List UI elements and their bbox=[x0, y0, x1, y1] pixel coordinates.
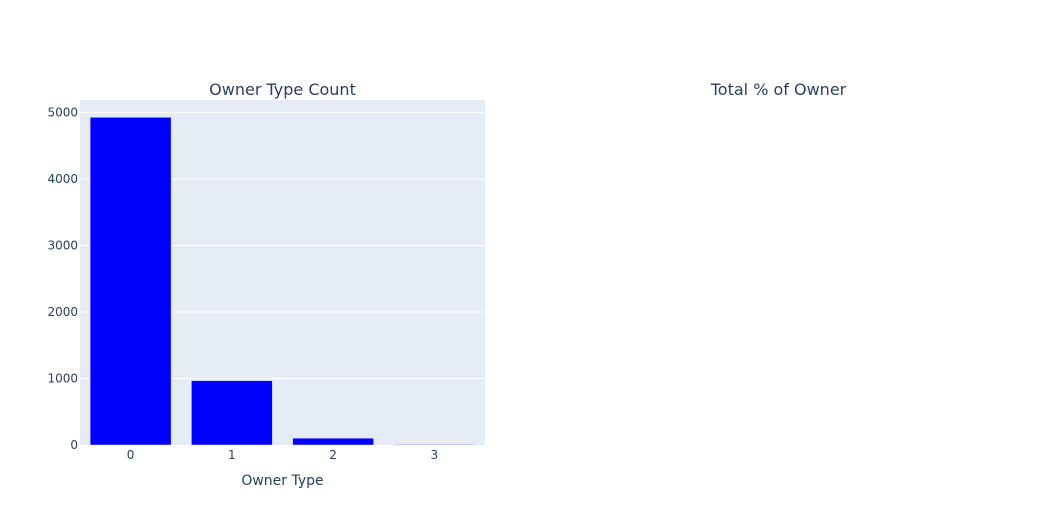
bar-owner-type-2[interactable] bbox=[292, 437, 374, 446]
bars bbox=[89, 117, 476, 446]
x-axis-title: Owner Type bbox=[241, 473, 323, 489]
y-tick-label: 0 bbox=[70, 438, 78, 452]
bar-owner-type-3[interactable] bbox=[393, 444, 476, 446]
x-tick-labels: 0 1 2 3 bbox=[127, 448, 438, 462]
bar-owner-type-1[interactable] bbox=[191, 380, 273, 446]
y-tick-label: 5000 bbox=[47, 106, 78, 120]
x-tick-label: 2 bbox=[329, 448, 337, 462]
y-tick-label: 1000 bbox=[47, 372, 78, 386]
y-tick-label: 3000 bbox=[47, 239, 78, 253]
x-tick-label: 0 bbox=[127, 448, 135, 462]
bar-owner-type-0[interactable] bbox=[89, 117, 172, 446]
y-tick-label: 2000 bbox=[47, 305, 78, 319]
pie-chart-title: Total % of Owner bbox=[710, 80, 847, 99]
y-tick-label: 4000 bbox=[47, 172, 78, 186]
bar-chart: 0 1000 2000 3000 4000 5000 0 1 2 3 Owner Type Co… bbox=[47, 80, 485, 489]
x-tick-label: 3 bbox=[431, 448, 439, 462]
bar-chart-title: Owner Type Count bbox=[209, 80, 356, 99]
x-tick-label: 1 bbox=[228, 448, 236, 462]
y-tick-labels: 0 1000 2000 3000 4000 5000 bbox=[47, 106, 78, 452]
pie-chart: Total % of Owner bbox=[710, 80, 847, 99]
